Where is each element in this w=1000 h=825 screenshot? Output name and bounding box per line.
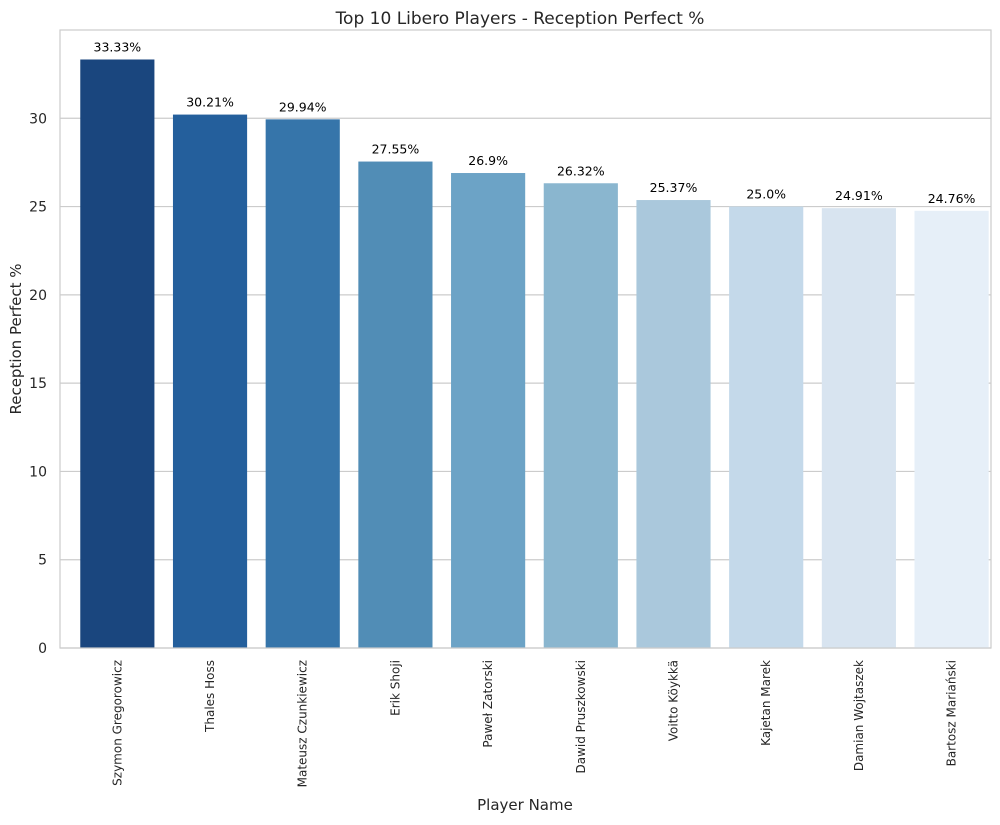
- data-label: 26.9%: [468, 153, 508, 168]
- x-tick-label: Bartosz Mariański: [945, 660, 959, 766]
- x-tick-label: Erik Shoji: [388, 660, 402, 716]
- chart-title: Top 10 Libero Players - Reception Perfec…: [335, 9, 705, 29]
- x-tick-label: Paweł Zatorski: [481, 660, 495, 748]
- data-label: 27.55%: [372, 142, 420, 157]
- bar: [729, 206, 804, 649]
- x-tick-label: Voitto Köykkä: [666, 660, 680, 741]
- y-tick-label: 30: [29, 111, 47, 127]
- bar: [358, 161, 433, 648]
- x-axis-label: Player Name: [477, 796, 573, 814]
- y-tick-label: 20: [29, 288, 47, 304]
- data-label: 29.94%: [279, 99, 327, 114]
- data-label: 33.33%: [94, 39, 142, 54]
- data-label: 30.21%: [186, 95, 234, 110]
- bar: [451, 173, 526, 648]
- data-label: 24.91%: [835, 188, 883, 203]
- data-label: 26.32%: [557, 163, 605, 178]
- x-tick-label: Kajetan Marek: [759, 660, 773, 746]
- x-tick-label: Szymon Gregorowicz: [110, 660, 124, 786]
- bar: [80, 59, 155, 648]
- bar: [636, 200, 711, 649]
- y-tick-label: 0: [38, 641, 47, 657]
- x-tick-label: Dawid Pruszkowski: [574, 660, 588, 774]
- data-label: 24.76%: [928, 191, 976, 206]
- y-tick-label: 10: [29, 464, 47, 480]
- bar: [543, 183, 618, 648]
- y-tick-labels: 0 5 10 15 20 25 30: [29, 111, 47, 657]
- x-tick-labels: Szymon Gregorowicz Thales Hoss Mateusz Czu…: [110, 660, 958, 787]
- y-tick-label: 5: [38, 553, 47, 569]
- y-axis-label: Reception Perfect %: [7, 263, 25, 414]
- bar: [265, 119, 340, 648]
- x-tick-label: Damian Wojtaszek: [852, 660, 866, 771]
- plot-frame: [59, 29, 992, 649]
- bar: [821, 208, 896, 648]
- data-label: 25.37%: [650, 180, 698, 195]
- x-tick-label: Mateusz Czunkiewicz: [296, 660, 310, 787]
- data-label: 25.0%: [746, 187, 786, 202]
- y-tick-label: 25: [29, 200, 47, 216]
- data-labels: 33.33% 30.21% 29.94% 27.55% 26.9% 26.32% 25.37…: [94, 39, 976, 205]
- bar: [914, 210, 989, 648]
- x-tick-label: Thales Hoss: [203, 660, 217, 733]
- bars: [80, 59, 989, 649]
- bar: [172, 114, 248, 649]
- y-tick-label: 15: [29, 376, 47, 392]
